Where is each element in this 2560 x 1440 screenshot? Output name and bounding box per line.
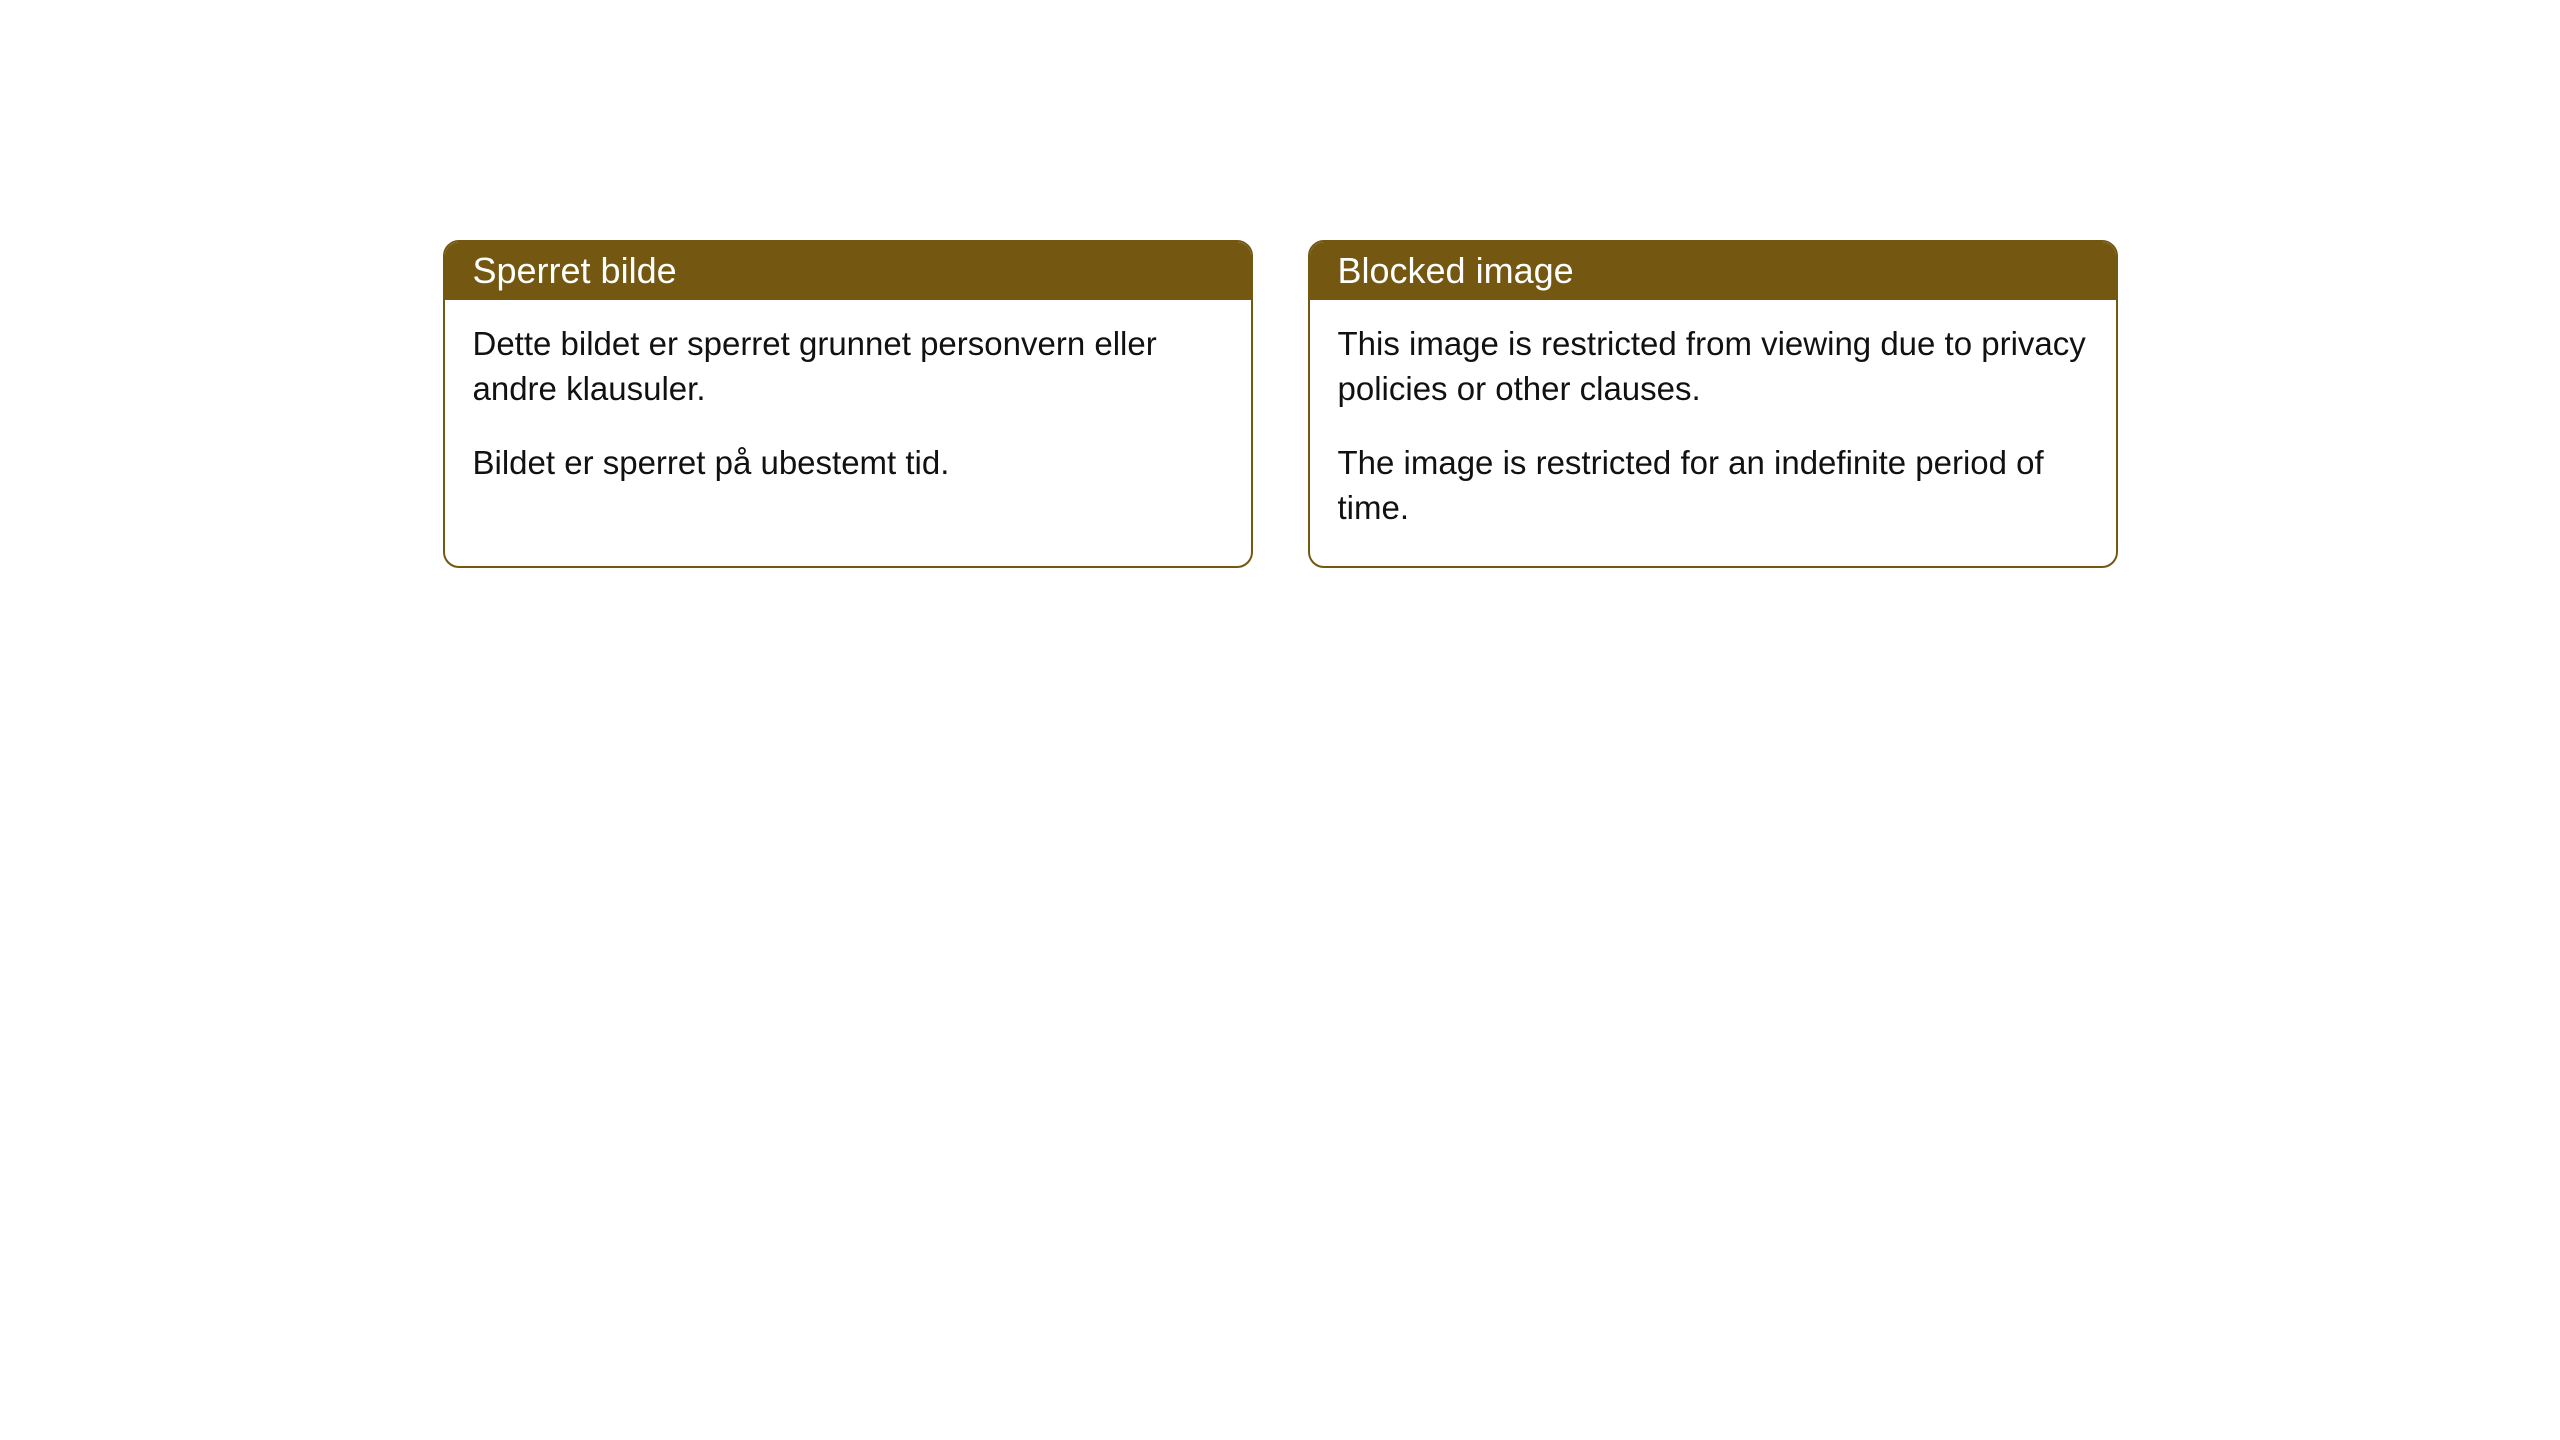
panel-body-norwegian: Dette bildet er sperret grunnet personve… <box>445 300 1251 522</box>
panel-body-english: This image is restricted from viewing du… <box>1310 300 2116 566</box>
panel-text-norwegian-1: Dette bildet er sperret grunnet personve… <box>473 322 1223 411</box>
panel-text-norwegian-2: Bildet er sperret på ubestemt tid. <box>473 441 1223 486</box>
panel-header-norwegian: Sperret bilde <box>445 242 1251 300</box>
panels-container: Sperret bilde Dette bildet er sperret gr… <box>0 240 2560 568</box>
panel-norwegian: Sperret bilde Dette bildet er sperret gr… <box>443 240 1253 568</box>
panel-header-english: Blocked image <box>1310 242 2116 300</box>
panel-text-english-2: The image is restricted for an indefinit… <box>1338 441 2088 530</box>
panel-text-english-1: This image is restricted from viewing du… <box>1338 322 2088 411</box>
panel-english: Blocked image This image is restricted f… <box>1308 240 2118 568</box>
